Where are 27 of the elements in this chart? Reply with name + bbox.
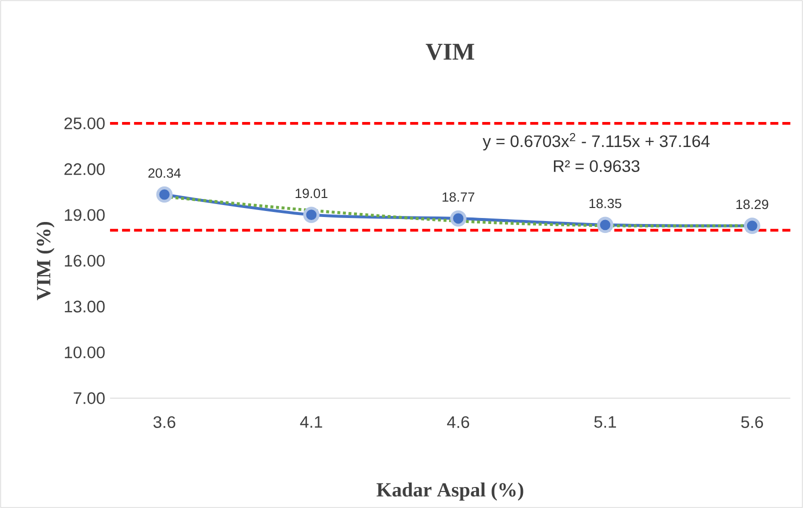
x-tick-label: 4.6 <box>447 416 470 428</box>
data-label: 20.34 <box>148 168 181 178</box>
x-axis-title: Kadar Aspal (%) <box>376 482 524 501</box>
point <box>450 210 466 227</box>
y-tick-label: 19.00 <box>64 208 105 221</box>
data-label: 18.35 <box>590 198 622 208</box>
data-label: 18.77 <box>442 192 474 202</box>
point <box>597 216 614 233</box>
y-tick-label: 7.00 <box>74 392 105 404</box>
y-axis-title: VIM (%) <box>36 222 54 300</box>
x-tick-label: 3.6 <box>153 416 176 428</box>
point <box>303 206 320 223</box>
y-tick-label: 13.00 <box>64 300 105 312</box>
x-tick-label: 5.6 <box>741 416 763 428</box>
annotation: R² = 0.9633 <box>554 160 640 172</box>
y-tick-label: 25.00 <box>64 117 105 130</box>
annotation: y = 0.6703x$^{2}$ - 7.115x + 37.164 <box>482 132 710 150</box>
point <box>744 218 760 234</box>
point <box>156 186 173 203</box>
x-tick-label: 5.1 <box>594 416 616 428</box>
data-label: 19.01 <box>296 188 328 198</box>
x-tick-label: 4.1 <box>300 416 322 428</box>
y-tick-label: 10.00 <box>64 346 105 358</box>
chart-title: VIM <box>426 44 474 60</box>
y-tick-label: 16.00 <box>64 254 105 267</box>
y-tick-label: 22.00 <box>64 163 105 175</box>
data-label: 18.29 <box>736 200 768 209</box>
